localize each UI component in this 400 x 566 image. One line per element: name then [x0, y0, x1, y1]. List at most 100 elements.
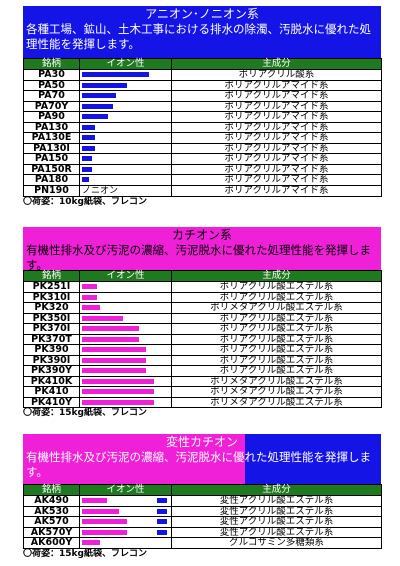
ionicity-cell [79, 375, 172, 387]
section-description: 各種工場、鉱山、土木工事における排水の除濁、汚脱水に優れた処理性能を発揮します。 [26, 22, 371, 51]
table-row: PK320 ポリメタアクリル酸エステル系 [23, 302, 382, 314]
col-header-component: 主成分 [171, 58, 382, 70]
product-code: PN190 [23, 184, 80, 197]
main-component: 変性アクリル酸エステル系 [171, 526, 382, 538]
ionicity-bar [82, 284, 97, 289]
product-code: PA150R [23, 163, 80, 175]
product-code: PK320 [23, 302, 80, 314]
product-code: PA130 [23, 121, 80, 133]
product-code: PK370T [23, 333, 80, 345]
ionicity-cell [79, 495, 172, 507]
table-row: AK530 変性アクリル酸エステル系 [23, 505, 382, 517]
modified-cation-header: 変性カチオン 有機性排水及び汚泥の濃縮、汚泥脱水に優れた処理性能を発揮します。 [23, 434, 381, 484]
table-row: AK570Y 変性アクリル酸エステル系 [23, 526, 382, 538]
cation-header: カチオン系 有機性排水及び汚泥の濃縮、汚泥脱水に優れた処理性能を発揮します。 [23, 227, 381, 272]
main-component: ポリアクリルアマイド系 [171, 184, 382, 197]
main-component: ポリアクリルアマイド系 [171, 132, 382, 144]
product-code: AK600Y [23, 537, 80, 549]
main-component: ポリアクリルアマイド系 [171, 90, 382, 102]
ionicity-cell [79, 396, 172, 408]
ionicity-bar-secondary [157, 519, 167, 525]
ionicity-cell [79, 121, 172, 133]
main-component: 変性アクリル酸エステル系 [171, 495, 382, 507]
col-header-code: 銘柄 [23, 484, 80, 496]
table-row: PA30 ポリアクリル酸系 [23, 69, 382, 81]
col-header-ion: イオン性 [79, 270, 172, 282]
product-code: AK530 [23, 505, 80, 517]
ionicity-bar [82, 166, 92, 172]
ionicity-cell [79, 142, 172, 154]
cation-table: 銘柄 イオン性 主成分 PK251I ポリアクリル酸エステル系 PK310I ポリアク… [23, 270, 382, 408]
ionicity-cell [79, 526, 172, 538]
main-component: ポリアクリルアマイド系 [171, 142, 382, 154]
main-component: ポリアクリル酸エステル系 [171, 281, 382, 293]
table-row: AK490 変性アクリル酸エステル系 [23, 495, 382, 507]
ionicity-cell [79, 100, 172, 112]
product-code: PK251I [23, 281, 80, 293]
section-description: 有機性排水及び汚泥の濃縮、汚泥脱水に優れた処理性能を発揮します。 [26, 450, 371, 479]
section-description: 有機性排水及び汚泥の濃縮、汚泥脱水に優れた処理性能を発揮します。 [26, 243, 371, 272]
ionicity-bar [82, 378, 154, 384]
main-component: 変性アクリル酸エステル系 [171, 505, 382, 517]
anion-nonion-table: 銘柄 イオン性 主成分 PA30 ポリアクリル酸系 PA50 ポリアクリルアマイド系 P… [23, 58, 382, 197]
ionicity-bar-secondary [157, 529, 167, 535]
ionicity-bar [82, 347, 146, 352]
main-component: ポリアクリルアマイド系 [171, 174, 382, 186]
product-code: AK570 [23, 516, 80, 528]
ionicity-bar [82, 93, 116, 98]
package-info: 〇荷姿：15kg紙袋、フレコン [23, 408, 147, 418]
ionicity-cell [79, 323, 172, 335]
ionicity-cell [79, 90, 172, 102]
main-component: ポリアクリル酸エステル系 [171, 312, 382, 324]
main-component: ポリアクリルアマイド系 [171, 163, 382, 175]
ionicity-bar [82, 326, 139, 331]
ionicity-bar [82, 135, 95, 140]
ionicity-cell [79, 365, 172, 377]
ionicity-cell: ノニオン [79, 184, 172, 197]
table-row: PK410Y ポリメタアクリル酸エステル系 [23, 396, 382, 408]
table-row: PK410K ポリメタアクリル酸エステル系 [23, 375, 382, 387]
ionicity-bar [82, 294, 97, 300]
main-component: ポリメタアクリル酸エステル系 [171, 375, 382, 387]
ionicity-bar [82, 357, 146, 363]
product-code: PK390Y [23, 365, 80, 377]
product-code: PK390I [23, 354, 80, 366]
ionicity-bar [82, 529, 127, 535]
ionicity-bar [82, 498, 107, 503]
ionicity-bar-secondary [157, 498, 167, 504]
table-row: PA70Y ポリアクリルアマイド系 [23, 100, 382, 112]
main-component: ポリメタアクリル酸エステル系 [171, 386, 382, 398]
table-row: PA90 ポリアクリルアマイド系 [23, 111, 382, 123]
main-component: ポリアクリルアマイド系 [171, 153, 382, 165]
table-row: AK570 変性アクリル酸エステル系 [23, 516, 382, 528]
section-title: 変性カチオン [165, 435, 238, 449]
main-component: ポリアクリルアマイド系 [171, 79, 382, 91]
table-row: PK390 ポリアクリル酸エステル系 [23, 344, 382, 356]
product-code: PK410K [23, 375, 80, 387]
ionicity-bar [82, 399, 154, 405]
package-info: 〇荷姿：10kg紙袋、フレコン [23, 197, 147, 207]
table-row: PA150 ポリアクリルアマイド系 [23, 153, 382, 165]
main-component: ポリアクリル酸エステル系 [171, 323, 382, 335]
ionicity-bar [82, 82, 127, 88]
table-row: PK370I ポリアクリル酸エステル系 [23, 323, 382, 335]
product-code: PK410 [23, 386, 80, 398]
ionicity-cell [79, 111, 172, 123]
product-code: PA70Y [23, 100, 80, 112]
ionicity-cell [79, 281, 172, 293]
main-component: ポリアクリルアマイド系 [171, 111, 382, 123]
main-component: グルコサミン多糖類系 [171, 537, 382, 549]
modified-cation-table: 銘柄 イオン性 主成分 AK490 変性アクリル酸エステル系 AK530 変性アクリル… [23, 484, 382, 549]
product-code: PK410Y [23, 396, 80, 408]
section-title: カチオン系 [171, 228, 232, 242]
ionicity-cell [79, 132, 172, 144]
ionicity-cell [79, 302, 172, 314]
main-component: ポリアクリルアマイド系 [171, 121, 382, 133]
col-header-component: 主成分 [171, 270, 382, 282]
table-row: PA130 ポリアクリルアマイド系 [23, 121, 382, 133]
ionicity-cell [79, 312, 172, 324]
ionicity-cell [79, 79, 172, 91]
ionicity-cell [79, 163, 172, 175]
ionicity-bar [82, 540, 100, 545]
ionicity-cell [79, 386, 172, 398]
